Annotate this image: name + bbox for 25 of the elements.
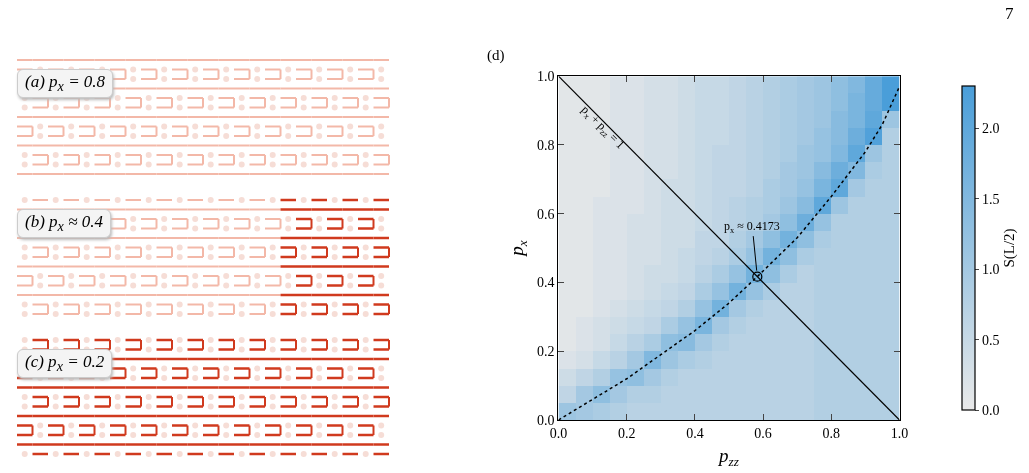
y-tick-label: 0.6	[536, 206, 555, 222]
x-axis-title: p$_{zz}$	[717, 444, 739, 469]
y-tick-label: 0.4	[536, 275, 555, 291]
y-tick-label: 0.2	[536, 344, 555, 360]
text: (d)	[487, 47, 505, 64]
x-tick-label: 0.6	[754, 426, 772, 442]
x-tick-label: 0.4	[686, 426, 704, 442]
text: (a) p$_{x}$ = 0.8	[17, 69, 114, 99]
color-bar-label: 0.0	[981, 402, 1000, 418]
color-bar-label: 0.5	[981, 332, 1000, 348]
color-bar-label: 2.0	[981, 121, 1000, 137]
y-tick-label: 0.8	[536, 137, 555, 153]
x-tick-label: 0.0	[549, 426, 568, 442]
y-tick-label: 0.0	[536, 412, 555, 428]
color-bar-title: S(L/2)	[1001, 228, 1019, 268]
x-tick-label: 0.8	[822, 426, 841, 442]
annotation: p$_{x}$ ≈ 0.4173	[724, 219, 780, 235]
color-bar-label: 1.5	[981, 191, 1000, 207]
x-tick-label: 1.0	[890, 426, 909, 442]
y-tick-label: 1.0	[536, 69, 555, 85]
color-bar-label: 1.0	[981, 262, 1000, 278]
x-tick-label: 0.2	[617, 426, 636, 442]
text: 7	[1005, 4, 1014, 23]
text: (c) p$_{x}$ = 0.2	[17, 349, 113, 379]
text: (b) p$_{x}$ ≈ 0.4	[17, 209, 111, 239]
